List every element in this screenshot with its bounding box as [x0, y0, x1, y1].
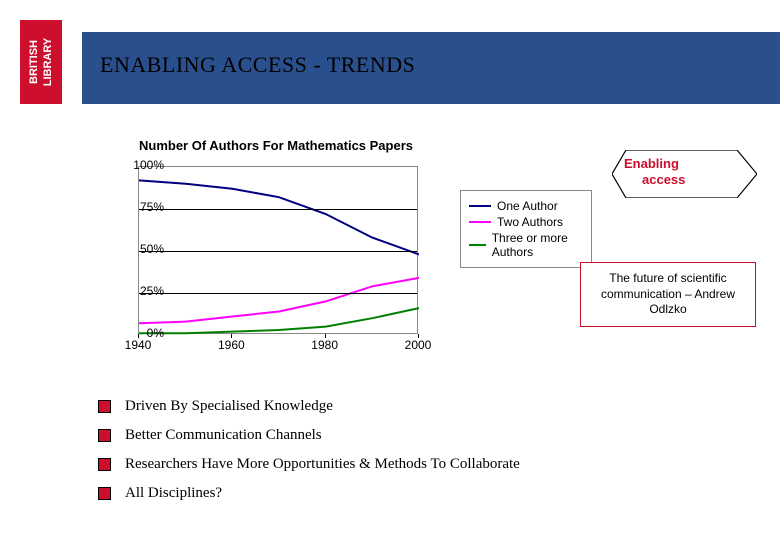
legend-item: Three or more Authors [469, 231, 583, 259]
legend-item: Two Authors [469, 215, 583, 229]
legend-item: One Author [469, 199, 583, 213]
bullet-marker-icon [98, 429, 111, 442]
chart-xtick-mark [418, 334, 419, 338]
page-title: ENABLING ACCESS - TRENDS [100, 52, 415, 78]
chart-series-line [139, 180, 419, 254]
list-item: Researchers Have More Opportunities & Me… [98, 456, 520, 473]
chart-xtick-mark [138, 334, 139, 338]
chart-legend: One Author Two Authors Three or more Autho… [460, 190, 592, 268]
british-library-logo: BRITISH LIBRARY [20, 20, 62, 104]
chart-xtick-label: 1940 [118, 338, 158, 352]
bullet-list: Driven By Specialised Knowledge Better Co… [98, 398, 520, 514]
bullet-marker-icon [98, 487, 111, 500]
list-item: Driven By Specialised Knowledge [98, 398, 520, 415]
legend-label: One Author [497, 199, 558, 213]
enabling-access-label: Enabling access [624, 156, 729, 187]
chart-ytick-label: 75% [120, 200, 164, 214]
legend-label: Three or more Authors [492, 231, 583, 259]
chart-xtick-label: 1960 [211, 338, 251, 352]
enabling-line2: access [624, 172, 729, 188]
chart-ytick-label: 50% [120, 242, 164, 256]
legend-swatch [469, 244, 486, 246]
bullet-marker-icon [98, 400, 111, 413]
svg-text:BRITISH: BRITISH [28, 40, 40, 84]
bullet-text: Researchers Have More Opportunities & Me… [125, 456, 520, 473]
list-item: All Disciplines? [98, 485, 520, 502]
chart-ytick-label: 25% [120, 284, 164, 298]
enabling-line1: Enabling [624, 156, 679, 171]
chart-xtick-label: 2000 [398, 338, 438, 352]
legend-label: Two Authors [497, 215, 563, 229]
chart-xtick-mark [325, 334, 326, 338]
chart-gridline [139, 251, 417, 252]
legend-swatch [469, 221, 491, 223]
legend-swatch [469, 205, 491, 207]
list-item: Better Communication Channels [98, 427, 520, 444]
chart-plot-area [138, 166, 418, 334]
bullet-text: Driven By Specialised Knowledge [125, 398, 333, 415]
svg-text:LIBRARY: LIBRARY [42, 37, 54, 86]
bullet-text: Better Communication Channels [125, 427, 322, 444]
bullet-marker-icon [98, 458, 111, 471]
chart-gridline [139, 209, 417, 210]
chart-title: Number Of Authors For Mathematics Papers [96, 138, 456, 153]
chart-xtick-label: 1980 [305, 338, 345, 352]
bullet-text: All Disciplines? [125, 485, 222, 502]
authors-chart: Number Of Authors For Mathematics Papers… [86, 138, 456, 368]
chart-gridline [139, 293, 417, 294]
chart-xtick-mark [231, 334, 232, 338]
chart-ytick-label: 100% [120, 158, 164, 172]
attribution-box: The future of scientific communication –… [580, 262, 756, 327]
